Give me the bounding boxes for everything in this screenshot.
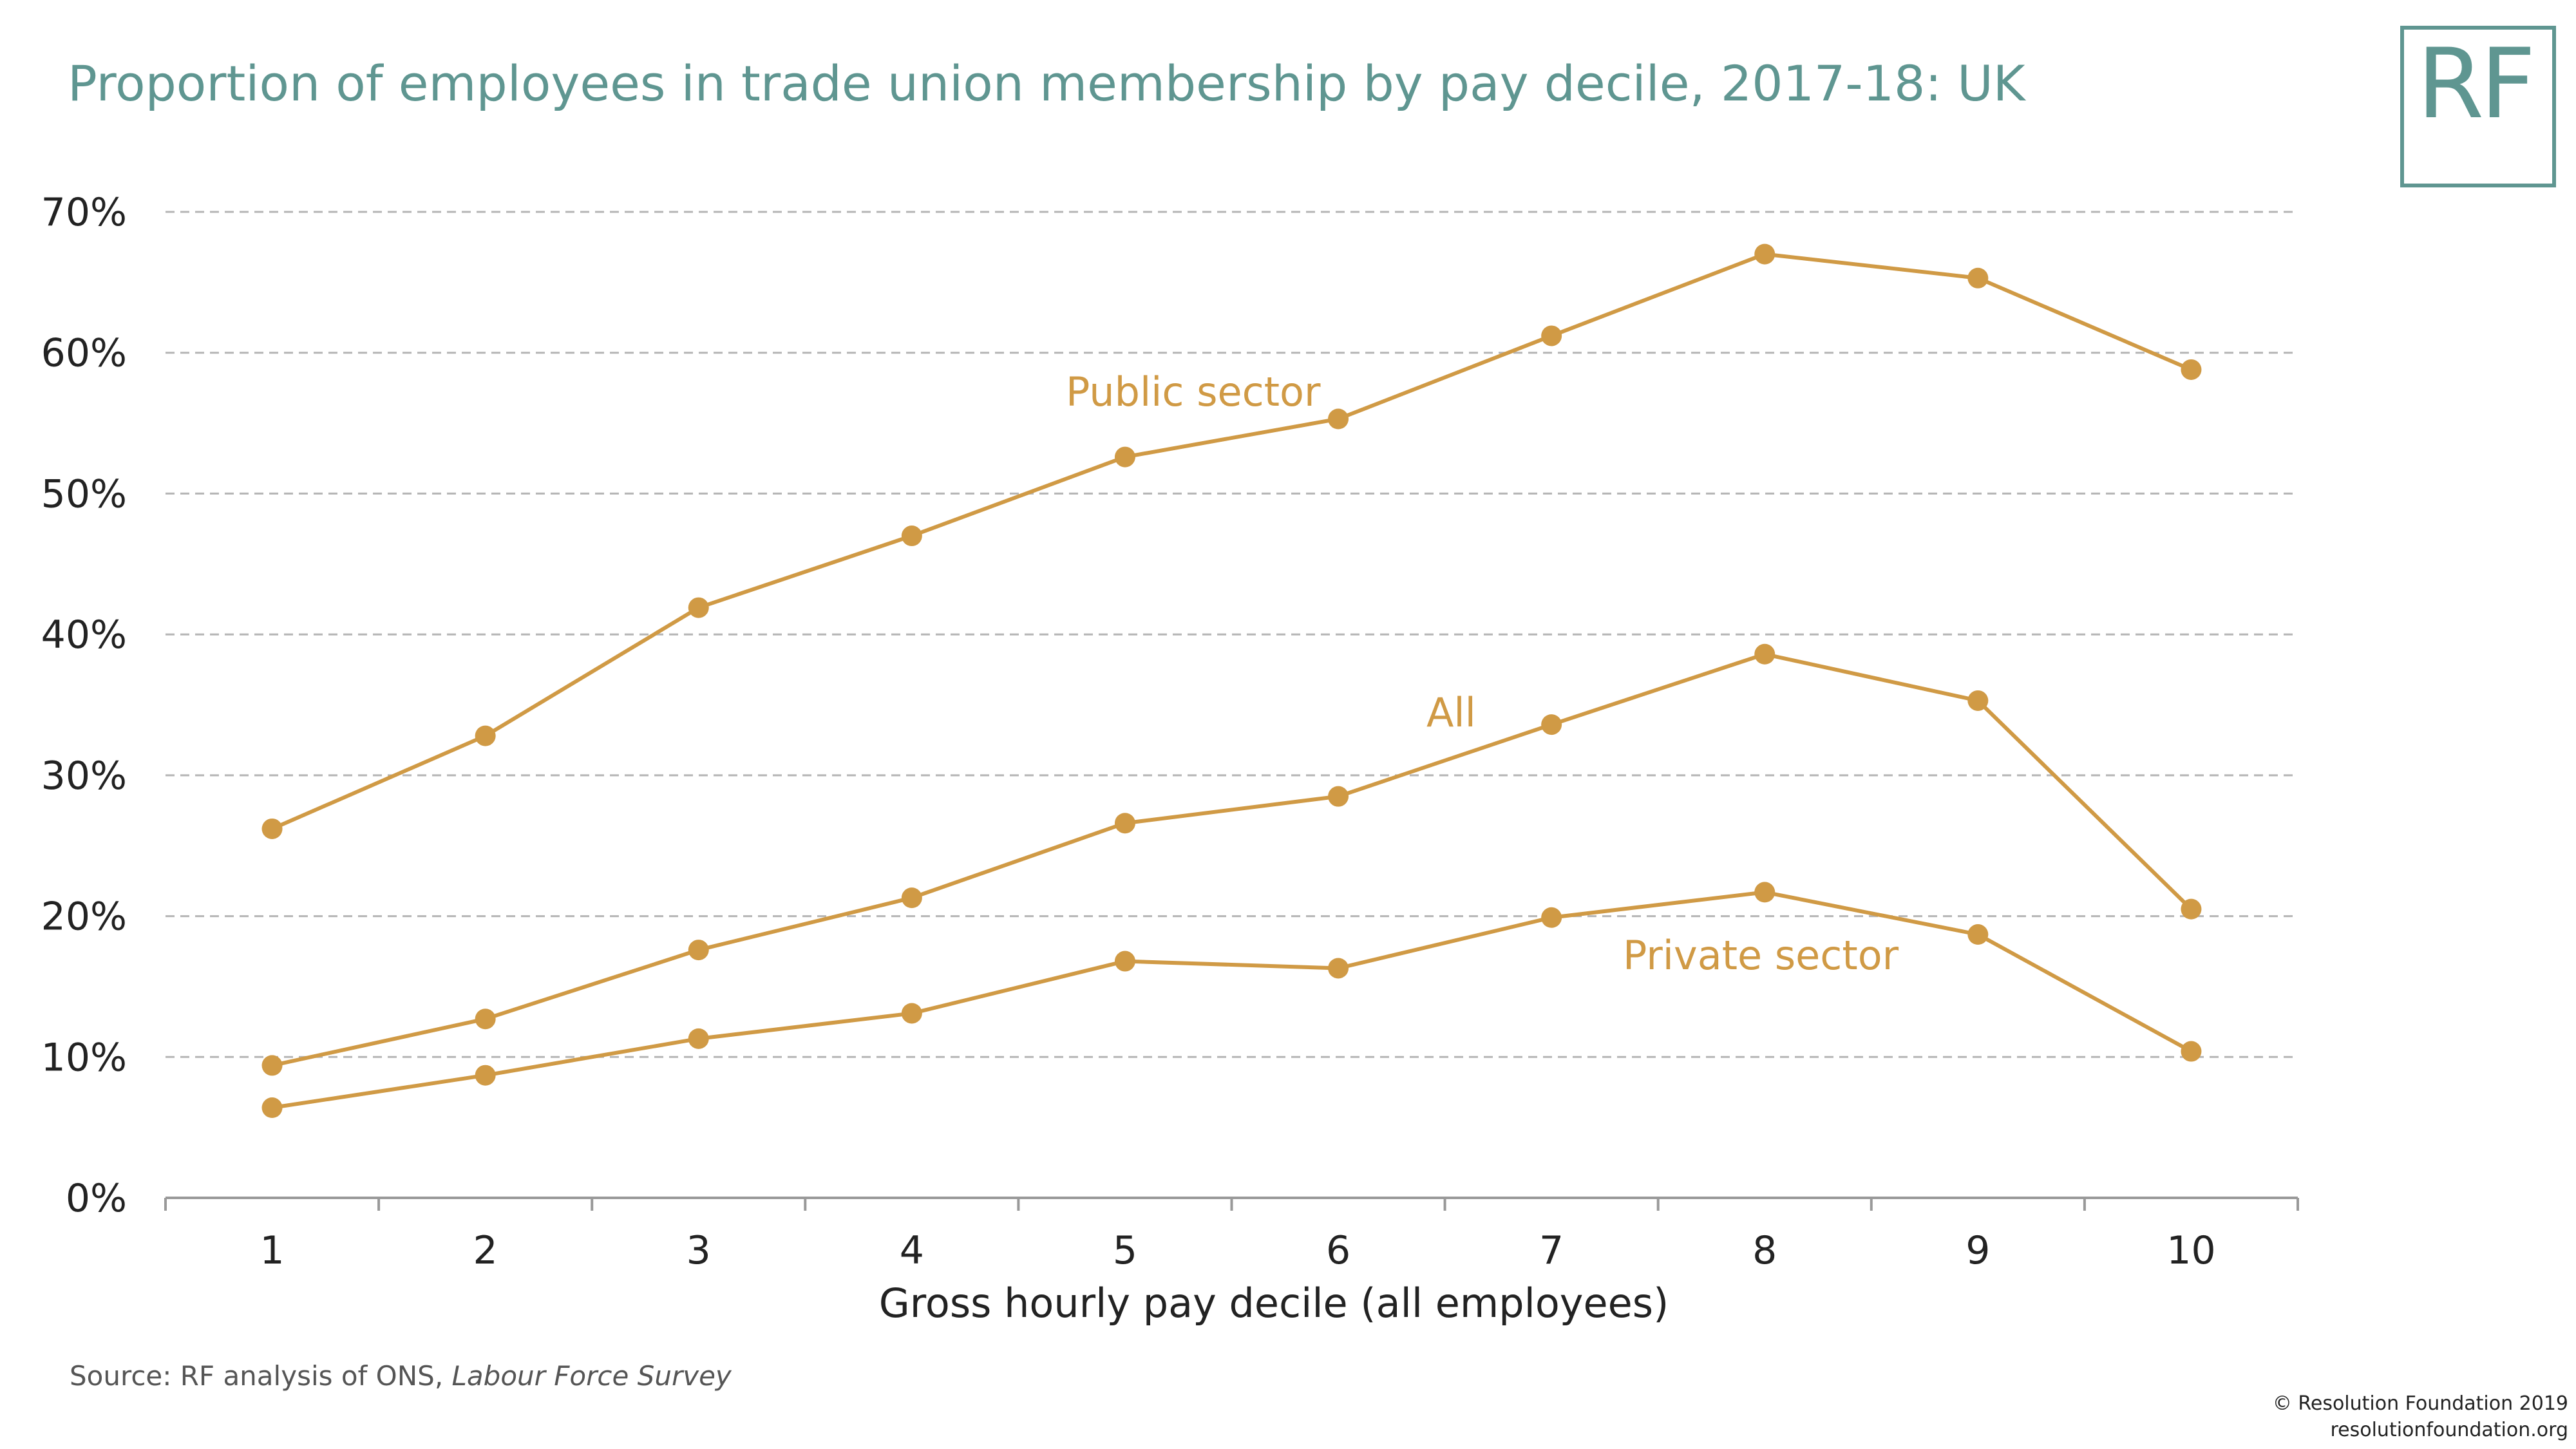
- data-point-private-sector: [688, 1028, 709, 1049]
- data-point-public-sector: [1541, 325, 1562, 346]
- series-label-all: All: [1426, 689, 1476, 736]
- data-point-public-sector: [475, 725, 496, 746]
- series-label-private-sector: Private sector: [1623, 932, 1899, 979]
- data-point-public-sector: [1754, 243, 1776, 265]
- y-tick-label: 50%: [41, 471, 127, 516]
- data-point-all: [261, 1055, 283, 1076]
- website-line: resolutionfoundation.org: [2330, 1418, 2568, 1441]
- data-point-all: [2181, 898, 2202, 920]
- data-point-public-sector: [901, 526, 922, 547]
- series-labels: Public sector All Private sector: [1066, 368, 1899, 979]
- chart-title: Proportion of employees in trade union m…: [68, 55, 2025, 112]
- y-tick-label: 20%: [41, 895, 127, 940]
- data-point-private-sector: [1114, 951, 1135, 972]
- y-tick-label: 0%: [66, 1176, 127, 1221]
- data-point-all: [1754, 643, 1776, 665]
- x-tick-label: 8: [1752, 1228, 1777, 1273]
- data-point-all: [1114, 813, 1135, 834]
- data-point-public-sector: [1114, 446, 1135, 468]
- data-point-all: [901, 887, 922, 909]
- data-point-private-sector: [1328, 958, 1349, 979]
- rf-logo-text: RF: [2417, 28, 2535, 140]
- source-note: Source: RF analysis of ONS, Labour Force…: [70, 1360, 732, 1392]
- axes: [164, 1197, 2299, 1211]
- data-point-public-sector: [688, 597, 709, 618]
- x-axis-title: Gross hourly pay decile (all employees): [879, 1280, 1669, 1327]
- x-tick-label: 6: [1326, 1228, 1350, 1273]
- source-prefix: Source: RF analysis of ONS,: [70, 1360, 452, 1392]
- x-tick-label: 10: [2166, 1228, 2215, 1273]
- x-tick-label: 1: [260, 1228, 284, 1273]
- data-point-private-sector: [2181, 1041, 2202, 1062]
- x-tick-labels: 1 2 3 4 5 6 7 8 9 10: [260, 1228, 2215, 1273]
- y-tick-label: 60%: [41, 331, 127, 376]
- series-line-public-sector: [271, 252, 2192, 831]
- data-point-private-sector: [475, 1065, 496, 1086]
- y-tick-label: 30%: [41, 753, 127, 799]
- y-tick-label: 40%: [41, 612, 127, 658]
- y-tick-label: 70%: [41, 190, 127, 235]
- data-point-all: [1967, 690, 1989, 711]
- data-point-public-sector: [261, 818, 283, 839]
- data-point-private-sector: [1541, 907, 1562, 928]
- data-point-private-sector: [1754, 882, 1776, 903]
- data-point-all: [1328, 786, 1349, 807]
- series-label-public-sector: Public sector: [1066, 368, 1321, 415]
- data-point-private-sector: [901, 1003, 922, 1024]
- series-line-private-sector: [272, 890, 2192, 1110]
- data-point-private-sector: [261, 1097, 283, 1119]
- rf-logo: RF: [2400, 26, 2556, 187]
- data-point-all: [1541, 714, 1562, 735]
- series-line-all: [271, 652, 2193, 1068]
- source-survey: Labour Force Survey: [451, 1360, 732, 1392]
- x-tick-label: 9: [1965, 1228, 1990, 1273]
- x-tick-label: 3: [687, 1228, 711, 1273]
- copyright-line: © Resolution Foundation 2019: [2272, 1392, 2568, 1415]
- x-tick-label: 2: [473, 1228, 498, 1273]
- x-tick-label: 4: [900, 1228, 924, 1273]
- data-point-all: [475, 1009, 496, 1030]
- data-point-all: [688, 940, 709, 961]
- y-tick-label: 10%: [41, 1035, 127, 1080]
- y-tick-labels: 0% 10% 20% 30% 40% 50% 60% 70%: [41, 190, 127, 1221]
- series-lines: [261, 243, 2202, 1119]
- data-point-private-sector: [1967, 924, 1989, 945]
- data-point-public-sector: [1967, 267, 1989, 289]
- copyright-note: © Resolution Foundation 2019 resolutionf…: [2273, 1391, 2568, 1443]
- x-tick-label: 5: [1113, 1228, 1137, 1273]
- x-tick-label: 7: [1539, 1228, 1564, 1273]
- data-point-public-sector: [1328, 408, 1349, 430]
- data-point-public-sector: [2181, 359, 2202, 380]
